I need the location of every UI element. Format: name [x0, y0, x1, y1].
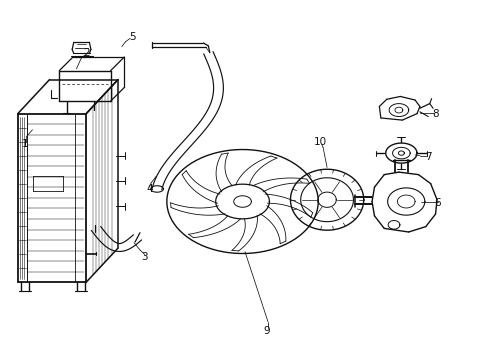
Text: 1: 1	[22, 139, 28, 149]
Text: 5: 5	[129, 32, 136, 41]
Text: 9: 9	[264, 325, 270, 336]
Text: 10: 10	[314, 138, 327, 147]
Text: 4: 4	[147, 184, 153, 194]
Text: 6: 6	[435, 198, 441, 208]
Text: 7: 7	[425, 152, 432, 162]
Text: 8: 8	[432, 109, 439, 119]
Text: 3: 3	[142, 252, 148, 262]
Text: 2: 2	[83, 48, 90, 58]
